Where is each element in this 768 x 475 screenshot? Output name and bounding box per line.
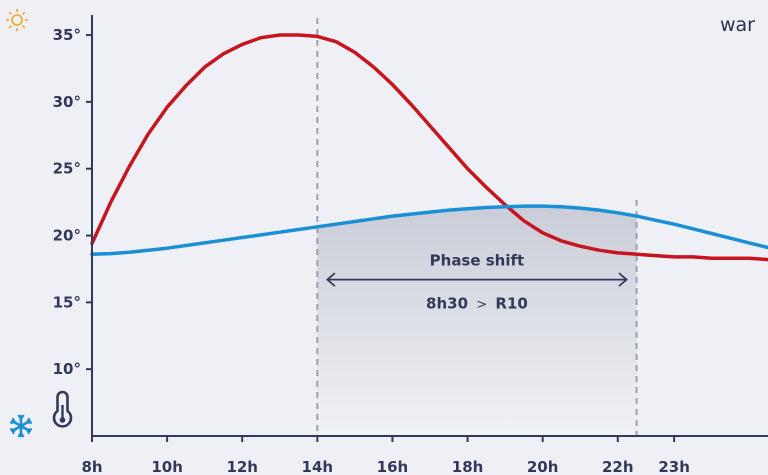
x-tick-label: 18h xyxy=(452,458,484,475)
arrow-right-icon xyxy=(618,272,628,287)
arrow-left-icon xyxy=(325,272,336,287)
x-axis-ticks: 8h 10h 12h 14h 16h 18h 20h 22h 23h xyxy=(81,436,690,475)
y-tick-label: 35° xyxy=(53,26,81,44)
x-tick-label: 20h xyxy=(527,458,559,475)
sun-core xyxy=(11,14,23,26)
thermometer-icon xyxy=(52,390,73,428)
series-line xyxy=(90,33,768,262)
phase-shift-band xyxy=(317,206,637,436)
sun-ray xyxy=(22,11,26,15)
annotation-value-right: R10 xyxy=(495,295,527,313)
annotation-value-left: 8h30 xyxy=(426,295,468,313)
x-tick-label: 12h xyxy=(226,458,258,475)
y-tick-label: 15° xyxy=(53,293,81,311)
series-line xyxy=(90,204,768,256)
sun-ray xyxy=(8,25,12,29)
annotation-value-sep: > xyxy=(476,298,487,313)
snowflake-branch xyxy=(20,414,25,420)
y-tick-label: 30° xyxy=(53,93,81,111)
sun-ray xyxy=(8,11,12,15)
snowflake-branch xyxy=(17,432,22,438)
corner-text: war xyxy=(720,14,755,36)
x-tick-label: 8h xyxy=(81,458,102,475)
x-tick-label: 14h xyxy=(302,458,334,475)
snowflake-branch xyxy=(12,417,16,424)
phase-shift-annotation: Phase shift 8h30 > R10 xyxy=(325,252,628,313)
snowflake-branch xyxy=(26,428,30,435)
sun-ray xyxy=(22,25,26,29)
y-tick-label: 25° xyxy=(53,160,81,178)
sun-icon xyxy=(6,9,28,31)
annotation-value: 8h30 > R10 xyxy=(426,295,528,313)
annotation-label: Phase shift xyxy=(430,252,525,270)
band-group xyxy=(317,206,637,436)
x-tick-label: 22h xyxy=(602,458,634,475)
snowflake-icon xyxy=(9,414,33,438)
y-tick-label: 20° xyxy=(53,227,81,245)
x-tick-label: 16h xyxy=(377,458,409,475)
y-tick-label: 10° xyxy=(53,360,81,378)
x-tick-label: 10h xyxy=(151,458,183,475)
y-axis-ticks: 10° 15° 20° 25° 30° 35° xyxy=(53,26,92,378)
x-tick-label: 23h xyxy=(658,458,690,475)
